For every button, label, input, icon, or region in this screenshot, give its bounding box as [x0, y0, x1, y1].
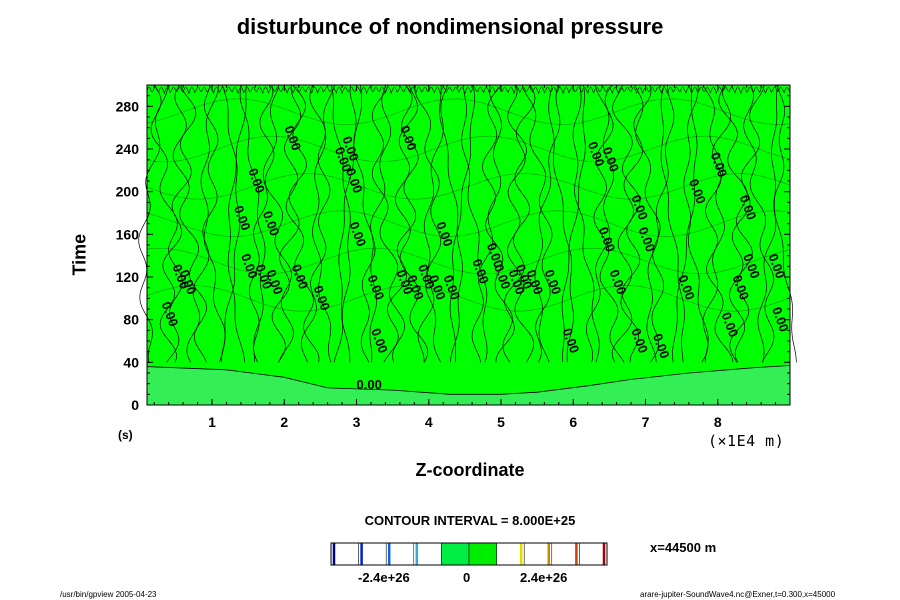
contour-line [146, 285, 791, 312]
contour-line [284, 84, 320, 363]
colorbar-tick-label: 0 [463, 570, 471, 585]
contour-line [646, 84, 675, 363]
y-tick-label: 160 [116, 226, 140, 242]
contour-line [150, 84, 183, 363]
contour-line [219, 84, 241, 363]
contour-line [146, 210, 791, 237]
contour-line [349, 84, 378, 363]
y-tick-label: 80 [123, 312, 139, 328]
contour-line [672, 84, 698, 363]
contour-line [471, 84, 502, 363]
contour-line [172, 84, 207, 363]
x-tick-label: 3 [353, 414, 361, 430]
chart-title: disturbunce of nondimensional pressure [236, 14, 664, 39]
contour-line [461, 84, 488, 363]
colorbar-frame [330, 542, 608, 566]
contour-line [414, 84, 442, 363]
contour-line [186, 84, 219, 363]
contour-line [394, 84, 428, 363]
contour-top-edge [146, 86, 791, 95]
contour-line [159, 84, 197, 363]
position-text: x=44500 m [650, 540, 717, 555]
y-tick-label: 0 [131, 397, 139, 413]
contour-line [248, 84, 280, 363]
contour-line [585, 84, 615, 363]
contour-line [617, 84, 652, 363]
y-tick-label: 40 [123, 354, 139, 370]
x-tick-label: 8 [714, 414, 722, 430]
contour-line [683, 84, 709, 363]
contour-line [729, 84, 765, 363]
contour-line [593, 84, 625, 363]
contour-line [371, 84, 405, 363]
y-tick-label: 280 [116, 98, 140, 114]
contour-label: 0.00 [357, 377, 382, 392]
contour-line [146, 247, 791, 275]
plot-background [147, 85, 790, 405]
contour-line [743, 84, 775, 363]
low-pressure-band [146, 365, 791, 406]
x-axis-label: Z-coordinate [415, 460, 525, 480]
colorbar-tick-label: -2.4e+26 [358, 570, 410, 585]
contour-line [338, 84, 363, 363]
y-tick-label: 200 [116, 184, 140, 200]
x-tick-label: 1 [208, 414, 216, 430]
contour-line [146, 173, 791, 200]
contour-line [312, 84, 336, 363]
x-tick-label: 7 [642, 414, 650, 430]
contour-line [360, 84, 392, 363]
contour-line [548, 84, 574, 363]
contour-line [146, 98, 791, 125]
contour-line [507, 84, 536, 363]
contour-line [634, 84, 665, 363]
contour-line [259, 84, 294, 363]
y-tick-label: 240 [116, 141, 140, 157]
contour-line [482, 84, 513, 363]
x-tick-label: 4 [425, 414, 433, 430]
contour-line [439, 84, 463, 363]
contour-line [227, 84, 247, 363]
contour-line [701, 84, 725, 363]
colorbar-tick-label: 2.4e+26 [520, 570, 568, 585]
contour-line [200, 84, 226, 363]
contour-line [534, 84, 561, 363]
y-tick-label: 120 [116, 269, 140, 285]
contour-line [757, 84, 785, 363]
x-tick-label: 2 [280, 414, 288, 430]
y-axis-label: Time [69, 233, 90, 276]
contour-line [330, 84, 351, 363]
contour-line [660, 84, 685, 363]
contour-line [771, 84, 797, 363]
x-tick-label: 5 [497, 414, 505, 430]
contour-line [521, 84, 553, 363]
contour-line [495, 84, 531, 363]
contour-line [561, 84, 586, 363]
y-axis-unit: (s) [118, 428, 133, 442]
contour-line [146, 135, 791, 163]
contour-interval-text: CONTOUR INTERVAL = 8.000E+25 [364, 513, 576, 528]
x-axis-scale-note: (×1E4 m) [708, 432, 785, 450]
contour-line [239, 84, 266, 363]
contour-lines [138, 84, 797, 363]
contour-line [705, 84, 734, 363]
footer-right: arare-jupiter-SoundWave4.nc@Exner,t=0.30… [640, 590, 836, 599]
contour-line [449, 84, 476, 363]
contour-line [572, 84, 600, 363]
footer-left: /usr/bin/gpview 2005-04-23 [60, 590, 157, 599]
x-tick-label: 6 [569, 414, 577, 430]
contour-line [718, 84, 753, 363]
